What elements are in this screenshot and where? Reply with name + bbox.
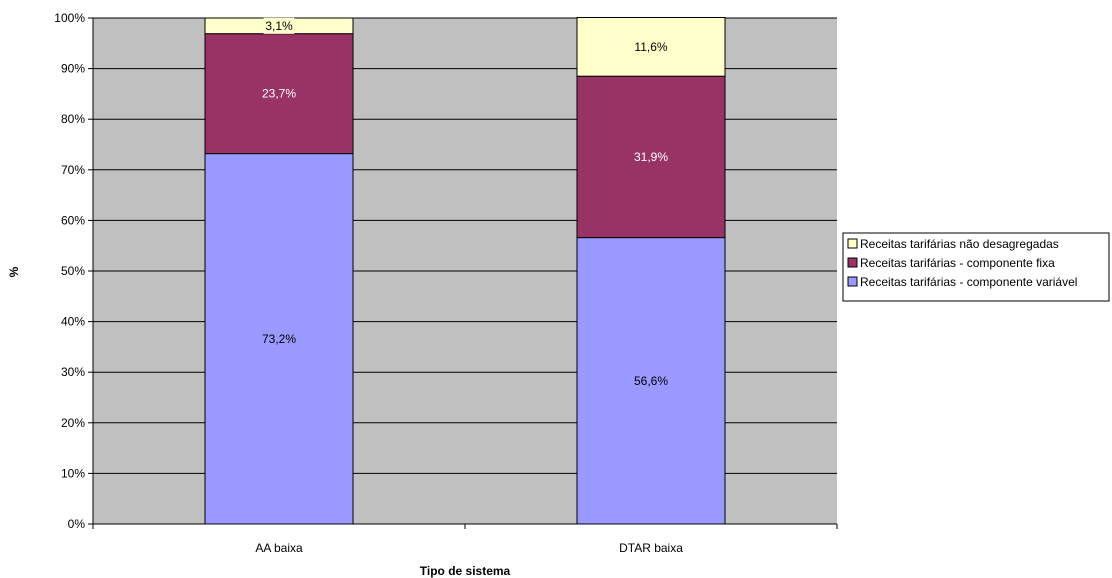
data-label-background — [263, 17, 295, 34]
data-label: 31,9% — [634, 150, 668, 164]
legend-swatch — [847, 276, 858, 287]
legend: Receitas tarifárias não desagregadas Rece… — [842, 232, 1110, 302]
axes: 0% 10% 20% 30% 40% 50% 60% 70% 80% 90% 100% AA baix… — [54, 11, 838, 555]
y-tick-label: 40% — [61, 315, 85, 329]
x-axis-title: Tipo de sistema — [420, 564, 511, 578]
x-tick-label: AA baixa — [255, 541, 303, 555]
data-label: 3,1% — [265, 19, 293, 33]
data-label: 73,2% — [262, 332, 296, 346]
y-tick-label: 50% — [61, 264, 85, 278]
legend-swatch — [847, 257, 858, 268]
y-tick-label: 60% — [61, 213, 85, 227]
bar-segment — [576, 75, 726, 239]
y-axis-title: % — [7, 266, 21, 277]
y-tick-label: 80% — [61, 112, 85, 126]
data-label: 11,6% — [634, 40, 667, 54]
data-labels: 73,2% 23,7% 3,1% 56,6% 31,9% 11,6% — [260, 17, 670, 389]
y-tick-label: 90% — [61, 62, 85, 76]
data-label-background — [632, 372, 670, 389]
y-tick-label: 70% — [61, 163, 85, 177]
legend-label: Receitas tarifárias - componente variáve… — [860, 275, 1077, 289]
bar-segment — [204, 33, 354, 155]
x-tick-label: DTAR baixa — [619, 541, 683, 555]
legend-swatch — [847, 238, 858, 249]
legend-label: Receitas tarifárias - componente fixa — [860, 256, 1055, 270]
y-tick-label: 20% — [61, 416, 85, 430]
data-label-background — [632, 38, 670, 55]
y-tick-label: 30% — [61, 365, 85, 379]
data-label: 56,6% — [634, 374, 668, 388]
y-tick-label: 10% — [61, 466, 85, 480]
y-tick-label: 100% — [54, 11, 85, 25]
data-label: 23,7% — [262, 87, 296, 101]
legend-label: Receitas tarifárias não desagregadas — [860, 237, 1059, 251]
y-tick-label: 0% — [68, 517, 86, 531]
data-label-background — [260, 330, 298, 347]
legend-box — [842, 232, 1110, 302]
